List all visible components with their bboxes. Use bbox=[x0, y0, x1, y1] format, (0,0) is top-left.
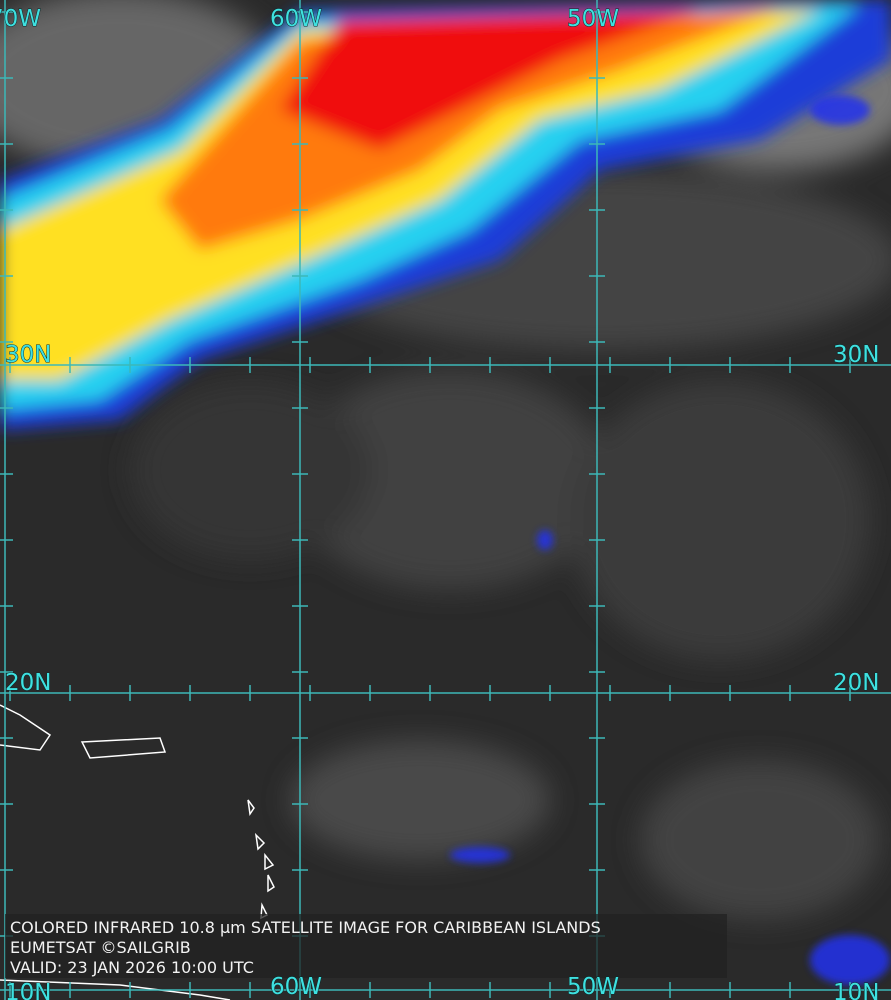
grid-label: 10N bbox=[5, 980, 51, 1000]
grid-label: 70W bbox=[0, 6, 41, 32]
caption-line: COLORED INFRARED 10.8 µm SATELLITE IMAGE… bbox=[10, 918, 601, 937]
caption-line: VALID: 23 JAN 2026 10:00 UTC bbox=[10, 958, 254, 977]
grid-label: 60W bbox=[270, 6, 322, 32]
grid-label: 30N bbox=[5, 342, 51, 368]
caption-box bbox=[5, 914, 727, 978]
grid-label: 60W bbox=[270, 974, 322, 1000]
grid-label: 20N bbox=[5, 670, 51, 696]
caption: COLORED INFRARED 10.8 µm SATELLITE IMAGE… bbox=[10, 918, 601, 977]
grid-label: 50W bbox=[567, 974, 619, 1000]
caption-line: EUMETSAT ©SAILGRIB bbox=[10, 938, 191, 957]
grid-label: 20N bbox=[833, 670, 879, 696]
grid-label: 10N bbox=[833, 980, 879, 1000]
grid-label: 50W bbox=[567, 6, 619, 32]
grid-labels: 70W 60W 50W 30N 20N 10N 30N 20N 10N 60W 50W bbox=[0, 6, 880, 1000]
grid-label: 30N bbox=[833, 342, 879, 368]
